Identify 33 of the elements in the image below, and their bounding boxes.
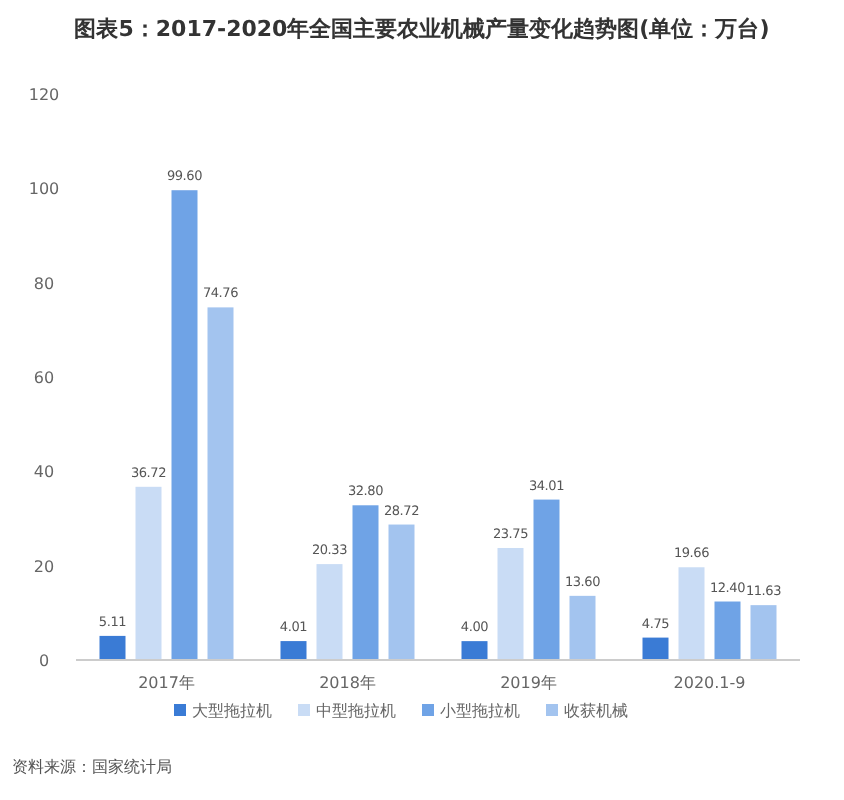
bar	[135, 486, 162, 660]
bar	[642, 637, 669, 660]
y-tick-label: 0	[38, 652, 50, 670]
x-tick-label: 2018年	[319, 674, 376, 692]
bar	[388, 524, 415, 660]
bar	[497, 547, 524, 660]
legend-label: 收获机械	[564, 702, 628, 720]
bar	[569, 595, 596, 660]
bar	[750, 605, 777, 660]
x-tick-label: 2019年	[500, 674, 557, 692]
legend-label: 大型拖拉机	[192, 702, 272, 720]
x-tick-label: 2020.1-9	[673, 674, 746, 692]
chart-title: 图表5：2017-2020年全国主要农业机械产量变化趋势图(单位：万台)	[74, 16, 770, 42]
bar	[352, 505, 379, 660]
legend-label: 中型拖拉机	[316, 702, 396, 720]
y-tick-label: 120	[28, 86, 60, 104]
bar	[316, 564, 343, 660]
bar	[280, 641, 307, 660]
text: 资料来源：国家统计局	[12, 758, 172, 776]
y-tick-label: 60	[33, 369, 55, 387]
bar	[533, 499, 560, 660]
bar	[171, 190, 198, 660]
y-tick-label: 40	[33, 463, 55, 482]
y-tick-label: 20	[33, 557, 55, 576]
y-tick-label: 80	[33, 274, 55, 293]
legend-label: 小型拖拉机	[440, 702, 520, 720]
bar	[714, 601, 741, 660]
bar	[678, 567, 705, 660]
bar	[461, 641, 488, 660]
bar	[207, 307, 234, 660]
bar	[99, 635, 126, 660]
x-tick-label: 2017年	[138, 674, 195, 692]
y-tick-label: 100	[28, 180, 60, 199]
